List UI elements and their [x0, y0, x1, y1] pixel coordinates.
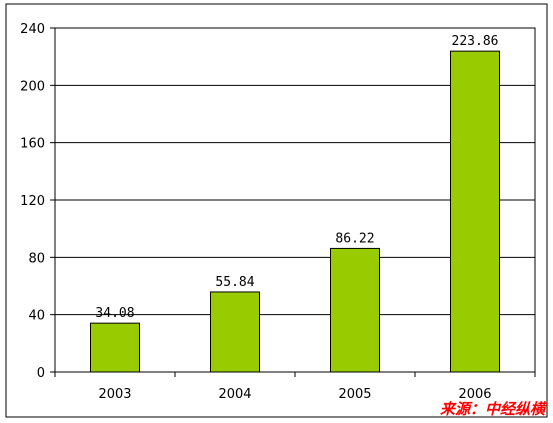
source-note: 来源：中经纵横: [440, 400, 548, 418]
y-tick-label: 200: [20, 79, 45, 94]
bars: [90, 50, 500, 373]
y-tick-label: 40: [28, 309, 45, 324]
bar-2005: [330, 247, 380, 373]
value-label-2003: 34.08: [95, 306, 134, 321]
y-tick-label: 120: [20, 194, 45, 209]
y-tick-label: 160: [20, 137, 45, 152]
bar-2006: [450, 50, 500, 373]
x-tick-label-2003: 2003: [98, 387, 131, 402]
y-tick-label: 80: [28, 251, 45, 266]
y-tick-label: 0: [37, 366, 45, 381]
x-axis-tick-labels: 2003 2004 2005 2006: [54, 372, 536, 402]
value-label-2006: 223.86: [452, 34, 499, 49]
plot-area-border: [54, 27, 536, 373]
value-label-2004: 55.84: [215, 275, 254, 290]
value-labels: 34.08 55.84 86.22 223.86: [95, 34, 498, 321]
bar-2004: [210, 291, 260, 373]
value-label-2005: 86.22: [335, 231, 374, 246]
y-tick-label: 240: [20, 22, 45, 37]
y-axis-tick-labels: 0 40 80 120 160 200 240: [20, 22, 55, 381]
x-tick-label-2005: 2005: [338, 387, 371, 402]
x-tick-label-2004: 2004: [218, 387, 251, 402]
x-tick-label-2006: 2006: [458, 387, 491, 402]
bar-2003: [90, 322, 140, 373]
